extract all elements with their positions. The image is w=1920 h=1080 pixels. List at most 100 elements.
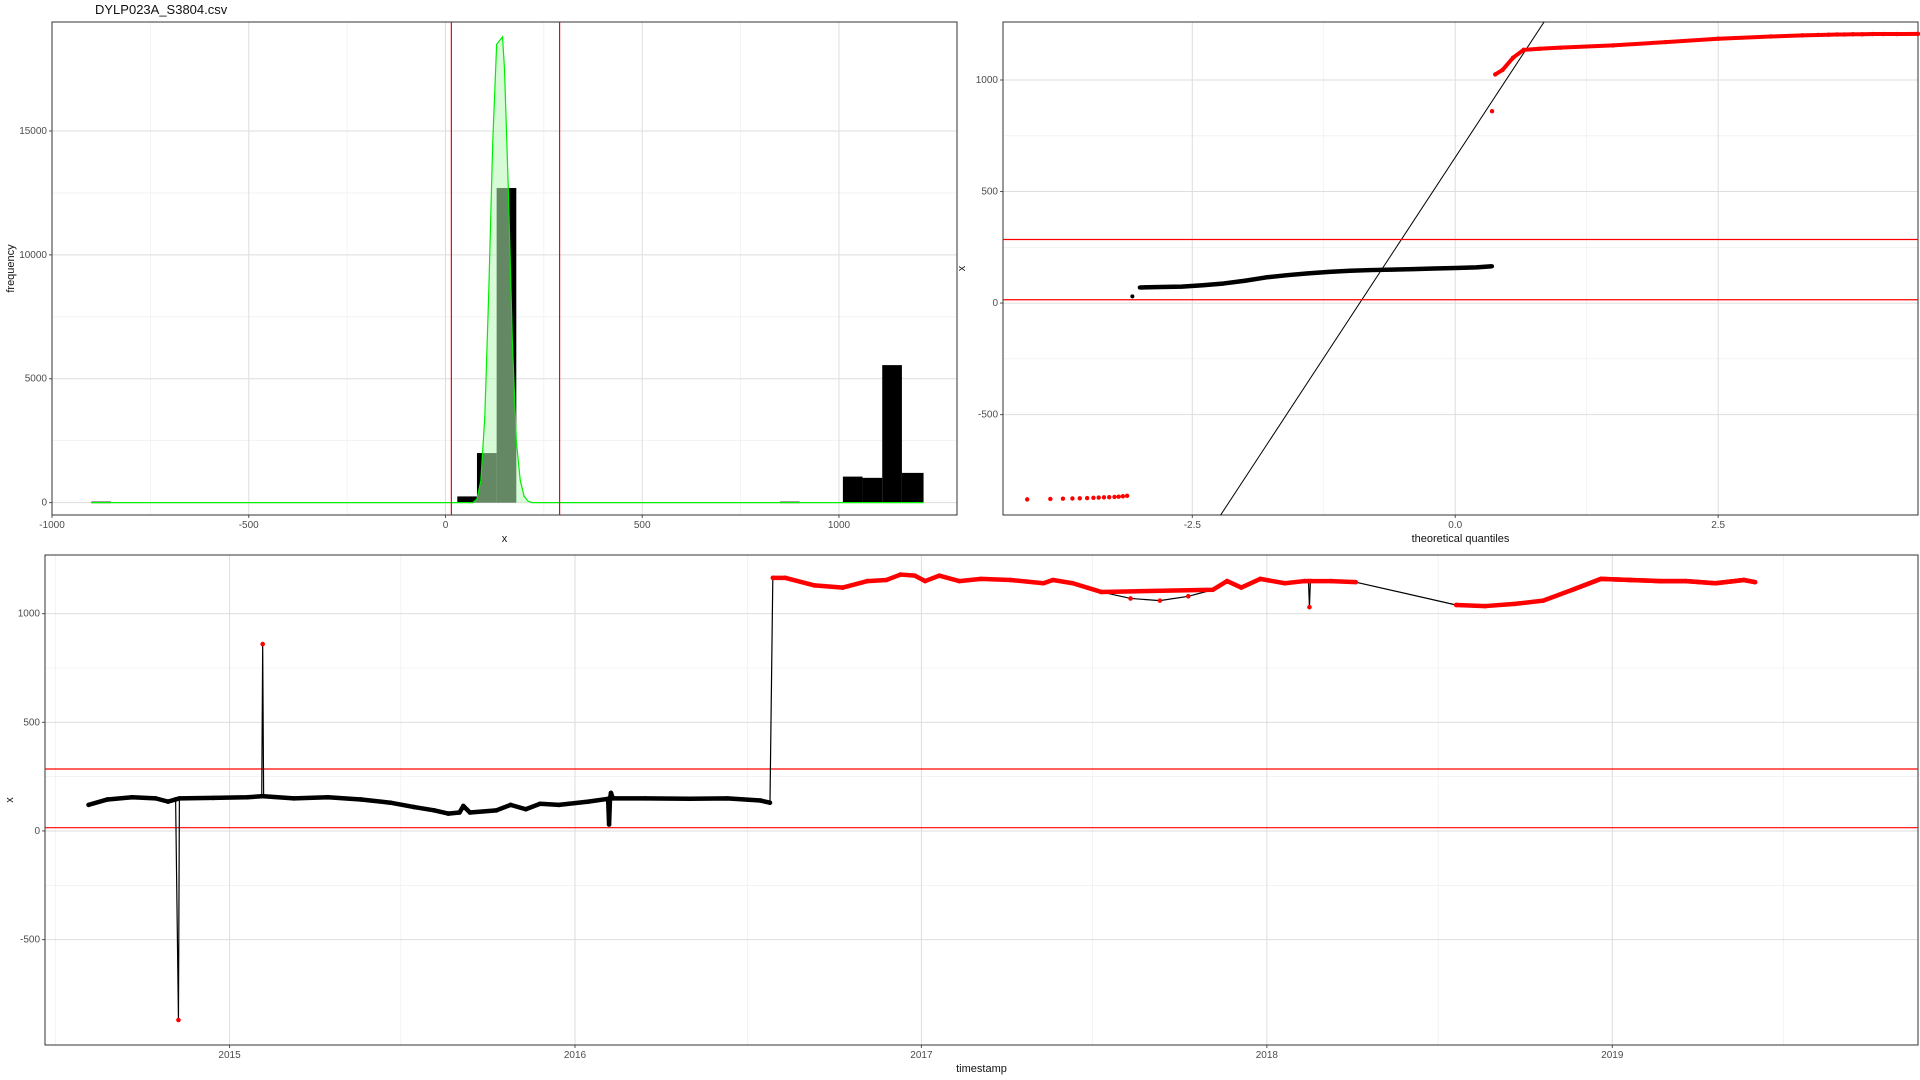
x-tick-label: 0 [443,520,449,531]
qq-normal-point [1200,283,1205,288]
outlier-point [1041,580,1046,586]
qq-normal-point [1327,269,1332,274]
outlier-point [912,573,918,578]
qq-outlier-point [1826,32,1831,37]
qq-normal-point [1432,266,1437,271]
qq-outlier-point [1500,67,1505,73]
density-area [91,36,924,503]
qq-plot-panel: -2.5 0.0 2.5 -500 0 500 1000 theoretical quanti… [956,21,1920,545]
outlier-point [770,575,776,581]
qq-normal-point [1158,285,1163,290]
qq-outlier-point [1077,496,1082,501]
qq-outlier-point [1024,497,1030,502]
qq-outlier-point [1870,31,1875,37]
y-axis-label: x [4,797,16,803]
y-axis-label: frequency [5,244,17,293]
normal-point [325,794,331,800]
outlier-point [1483,603,1488,609]
normal-point [523,806,529,812]
outlier-point [1683,578,1689,584]
normal-point [508,802,513,808]
normal-point [358,797,364,802]
outlier-point [260,641,265,647]
normal-point [177,796,182,801]
qq-outlier-point [1881,31,1886,37]
outlier-point [1328,578,1334,584]
normal-point [606,822,612,827]
y-tick-label: 0 [41,498,47,509]
normal-point [467,810,473,815]
outlier-point [1307,604,1312,610]
outlier-point [1210,587,1216,593]
histogram-bar [882,365,902,503]
x-tick-label: -500 [239,520,259,531]
qq-outlier-point [1537,46,1542,51]
x-tick-label: -1000 [39,520,65,531]
normal-point [725,796,730,801]
normal-point [431,808,437,813]
qq-outlier-point [1834,32,1840,37]
x-tick-label: 2015 [218,1050,241,1061]
normal-point [608,790,614,796]
y-tick-label: -500 [20,935,40,946]
histogram-bar [901,472,924,503]
panel-background [45,555,1918,1045]
qq-normal-point [1306,271,1310,276]
qq-normal-point [1348,268,1353,273]
normal-point [610,796,616,801]
x-tick-label: 1000 [828,520,851,531]
outlier-point [1070,580,1076,586]
qq-outlier-point [1768,34,1773,39]
y-tick-label: 5000 [25,374,48,385]
qq-normal-point [1411,267,1416,272]
outlier-point [1741,577,1747,583]
outlier-point [840,585,846,590]
qq-normal-point [1179,284,1184,289]
qq-outlier-point [1850,32,1855,37]
outlier-point [978,576,984,582]
outlier-point [1353,579,1359,585]
outlier-point [782,575,788,581]
qq-normal-point [1242,278,1247,283]
outlier-point [884,577,889,583]
outlier-point [1008,577,1013,583]
outlier-point [1570,587,1575,593]
qq-normal-point [1490,264,1495,269]
x-axis-label: theoretical quantiles [1412,533,1510,545]
qq-outlier-point [1116,494,1121,499]
outlier-point [1224,578,1230,584]
y-tick-label: 0 [992,298,998,309]
y-tick-label: 0 [34,826,40,837]
y-tick-label: 10000 [19,250,47,261]
normal-point [86,802,91,808]
x-tick-label: 0.0 [1448,520,1462,531]
outlier-point [1308,578,1313,584]
normal-point [758,798,763,803]
outlier-point [1752,579,1758,585]
qq-normal-point [1137,285,1142,290]
qq-outlier-point [1860,32,1865,37]
qq-outlier-point [1060,496,1066,501]
y-tick-label: 500 [23,717,40,728]
y-axis-label: x [956,265,968,271]
outlier-point [1238,585,1244,590]
outlier-point [1098,589,1104,595]
figure-title: DYLP023A_S3804.csv [95,2,228,17]
normal-point [173,797,178,802]
normal-point [494,808,499,813]
y-tick-label: 500 [981,187,998,198]
x-tick-label: 2017 [910,1050,933,1061]
outlier-point [1128,596,1133,601]
qq-outlier-point [1815,32,1821,38]
outlier-point [1157,598,1163,603]
x-axis-label: x [502,533,508,545]
outlier-point [1512,601,1518,607]
outlier-point [1185,593,1191,599]
outlier-point [1453,602,1459,608]
outlier-point [898,572,903,577]
outlier-point [1282,580,1288,586]
normal-point [129,794,135,800]
normal-point [445,811,451,816]
qq-outlier-point [1070,496,1075,501]
panel-border [44,554,1919,1046]
